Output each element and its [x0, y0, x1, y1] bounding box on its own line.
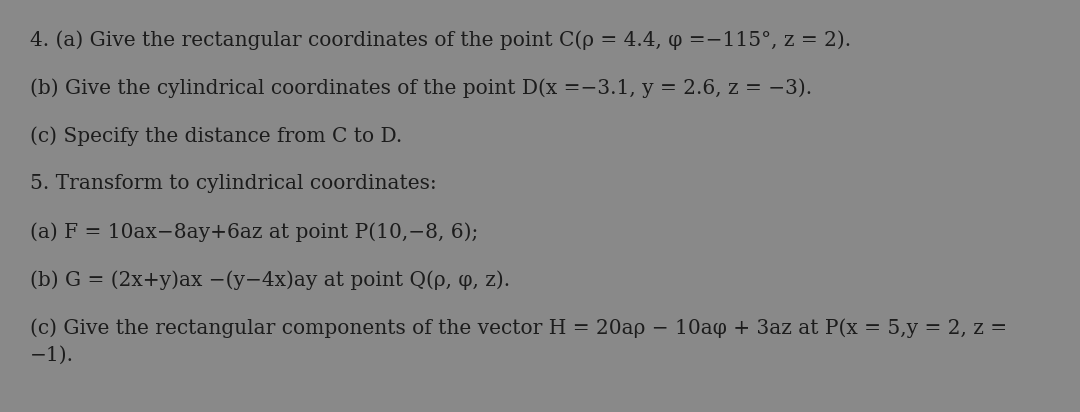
Text: 5. Transform to cylindrical coordinates:: 5. Transform to cylindrical coordinates: [30, 174, 436, 193]
Text: 4. (a) Give the rectangular coordinates of the point C(ρ = 4.4, φ =−115°, z = 2): 4. (a) Give the rectangular coordinates … [30, 30, 851, 50]
Text: (b) Give the cylindrical coordinates of the point D(x =−3.1, y = 2.6, z = −3).: (b) Give the cylindrical coordinates of … [30, 78, 812, 98]
Text: (c) Specify the distance from C to D.: (c) Specify the distance from C to D. [30, 126, 402, 146]
Text: −1).: −1). [30, 346, 75, 365]
Text: (b) G = (2x+y)ax −(y−4x)ay at point Q(ρ, φ, z).: (b) G = (2x+y)ax −(y−4x)ay at point Q(ρ,… [30, 270, 510, 290]
Text: (a) F = 10ax−8ay+6az at point P(10,−8, 6);: (a) F = 10ax−8ay+6az at point P(10,−8, 6… [30, 222, 478, 242]
Text: (c) Give the rectangular components of the vector H = 20aρ − 10aφ + 3az at P(x =: (c) Give the rectangular components of t… [30, 318, 1008, 338]
